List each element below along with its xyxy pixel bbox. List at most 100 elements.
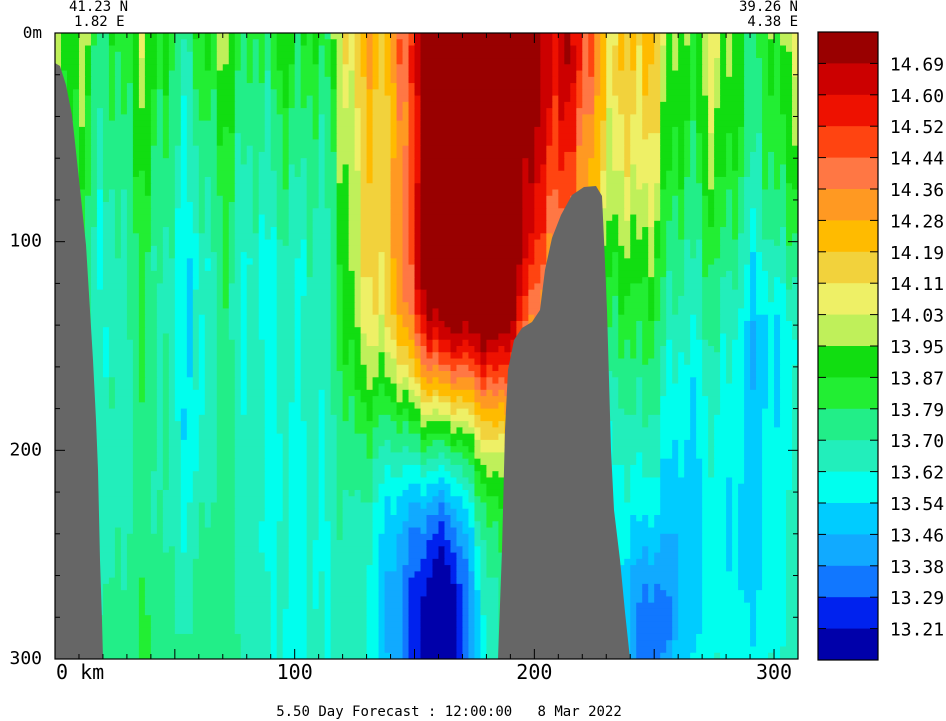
field-cell [156, 427, 164, 435]
field-cell [696, 427, 709, 435]
field-cell [162, 433, 170, 441]
field-cell [180, 126, 188, 134]
field-cell [666, 245, 685, 253]
field-cell [324, 483, 338, 491]
field-cell [240, 270, 248, 278]
field-cell [102, 164, 134, 172]
field-cell [738, 258, 751, 266]
field-cell [192, 45, 206, 53]
field-cell [414, 51, 422, 59]
field-cell [360, 120, 368, 128]
field-cell [366, 408, 374, 416]
field-cell [378, 45, 386, 53]
field-cell [192, 133, 218, 141]
field-cell [336, 508, 344, 516]
field-cell [684, 133, 691, 141]
field-cell [150, 108, 158, 115]
field-cell [696, 408, 709, 416]
field-cell [396, 295, 404, 303]
field-cell [90, 527, 116, 535]
field-cell [270, 145, 284, 153]
field-cell [204, 220, 212, 228]
field-cell [744, 70, 763, 78]
field-cell [414, 114, 422, 122]
field-cell [234, 264, 242, 272]
field-cell [192, 64, 206, 72]
field-cell [474, 477, 482, 485]
field-cell [420, 433, 428, 441]
field-cell [312, 126, 320, 134]
field-cell [780, 58, 793, 65]
field-cell [366, 158, 374, 166]
field-cell [216, 383, 236, 391]
field-cell [306, 245, 314, 253]
field-cell [204, 521, 212, 529]
field-cell [666, 377, 673, 385]
field-cell [672, 139, 679, 147]
field-cell [660, 95, 667, 103]
field-cell [342, 521, 374, 529]
field-cell [336, 89, 344, 97]
field-cell [78, 83, 86, 90]
field-cell [738, 145, 745, 153]
field-cell [402, 195, 410, 203]
field-cell [132, 527, 152, 535]
field-cell [558, 114, 565, 122]
field-cell [738, 521, 763, 529]
field-cell [720, 89, 745, 97]
field-cell [288, 433, 308, 441]
field-cell [618, 327, 637, 335]
field-cell [132, 151, 152, 159]
field-cell [732, 158, 739, 166]
field-cell [228, 208, 236, 216]
field-cell [144, 270, 164, 278]
field-cell [144, 346, 158, 353]
field-cell [612, 45, 619, 53]
field-cell [642, 183, 649, 191]
field-cell [528, 283, 535, 291]
field-cell [420, 145, 535, 153]
field-cell [714, 114, 745, 122]
field-cell [606, 283, 619, 291]
field-cell [378, 333, 386, 341]
field-cell [660, 364, 667, 372]
field-cell [558, 51, 565, 59]
field-cell [660, 289, 667, 297]
field-cell [234, 414, 266, 422]
field-cell [390, 208, 404, 216]
field-cell [792, 377, 798, 385]
field-cell [744, 421, 763, 428]
field-cell [150, 158, 176, 166]
field-cell [324, 408, 332, 416]
field-cell [288, 195, 308, 203]
field-cell [732, 364, 745, 372]
field-cell [78, 101, 86, 109]
field-cell [702, 346, 715, 353]
field-cell [654, 264, 667, 272]
field-cell [786, 139, 793, 147]
field-cell [648, 283, 655, 291]
field-cell [678, 195, 685, 203]
field-cell [72, 89, 80, 97]
field-cell [336, 464, 374, 472]
field-cell [336, 70, 344, 78]
field-cell [348, 195, 362, 203]
field-cell [654, 352, 661, 360]
field-cell [288, 452, 308, 460]
field-cell [210, 227, 224, 234]
field-cell [330, 58, 338, 65]
field-cell [114, 220, 122, 228]
field-cell [438, 502, 446, 510]
field-cell [636, 408, 643, 416]
field-cell [204, 346, 218, 353]
field-cell [150, 508, 158, 516]
field-cell [132, 383, 140, 391]
field-cell [708, 427, 715, 435]
field-cell [90, 189, 98, 197]
field-cell [522, 283, 529, 291]
field-cell [180, 114, 188, 122]
field-cell [768, 358, 775, 366]
field-cell [528, 308, 541, 316]
field-cell [708, 402, 721, 410]
field-cell [708, 151, 715, 159]
